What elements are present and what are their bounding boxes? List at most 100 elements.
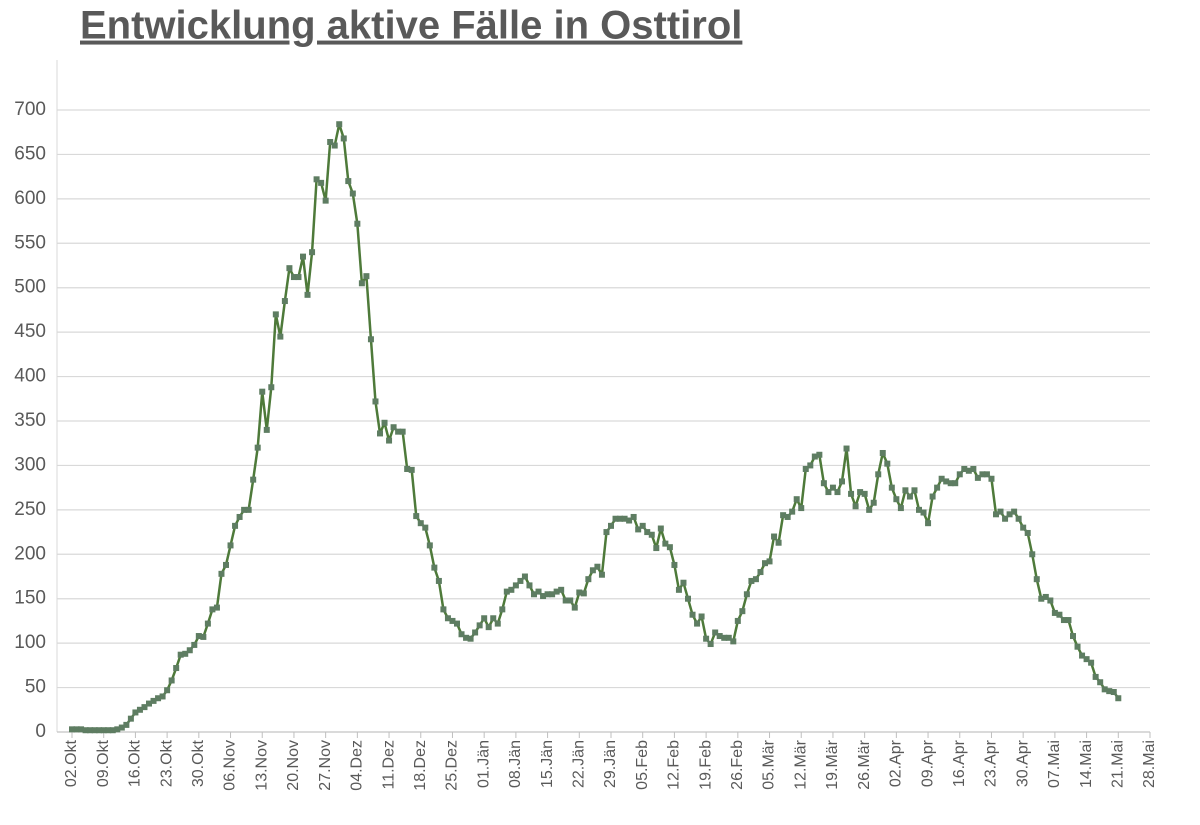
y-tick-label: 100 bbox=[14, 632, 46, 653]
data-point bbox=[748, 577, 755, 584]
data-point bbox=[653, 545, 660, 552]
data-point bbox=[762, 560, 768, 567]
data-point bbox=[485, 624, 492, 631]
data-point bbox=[657, 525, 664, 532]
data-point bbox=[852, 503, 859, 510]
data-point bbox=[313, 176, 320, 183]
data-point bbox=[141, 704, 148, 711]
data-point bbox=[404, 465, 411, 472]
data-point bbox=[127, 715, 134, 722]
data-point bbox=[1042, 593, 1049, 600]
data-point bbox=[435, 577, 442, 584]
data-point bbox=[825, 489, 832, 496]
data-point bbox=[209, 606, 216, 613]
x-tick-label: 01.Jän bbox=[475, 740, 492, 788]
y-tick-label: 250 bbox=[14, 499, 46, 520]
data-point bbox=[1088, 659, 1095, 666]
data-point bbox=[671, 561, 678, 568]
data-point bbox=[771, 533, 778, 540]
x-tick-label: 23.Okt bbox=[158, 739, 175, 787]
x-tick-label: 09.Okt bbox=[95, 739, 112, 787]
x-tick-label: 22.Jän bbox=[571, 740, 588, 788]
data-point bbox=[336, 121, 343, 128]
data-point bbox=[213, 604, 220, 611]
data-point bbox=[897, 505, 904, 512]
data-point bbox=[413, 513, 420, 520]
data-point bbox=[911, 487, 918, 494]
data-point bbox=[689, 611, 696, 618]
data-point bbox=[290, 274, 297, 281]
data-point bbox=[177, 651, 184, 658]
data-point bbox=[254, 444, 261, 451]
data-point bbox=[630, 513, 637, 520]
data-point bbox=[91, 727, 98, 734]
data-point bbox=[164, 687, 171, 694]
x-tick-label: 13.Nov bbox=[253, 740, 270, 791]
data-point bbox=[952, 480, 959, 487]
data-point bbox=[490, 615, 497, 622]
data-point bbox=[1097, 679, 1104, 686]
data-point bbox=[454, 620, 460, 627]
data-point bbox=[807, 462, 814, 469]
data-point bbox=[766, 558, 773, 565]
data-point bbox=[1110, 689, 1117, 696]
data-point bbox=[123, 721, 130, 728]
data-point bbox=[295, 274, 302, 281]
data-point bbox=[517, 577, 524, 584]
y-tick-label: 500 bbox=[14, 277, 46, 298]
data-point bbox=[1092, 673, 1099, 680]
y-tick-label: 0 bbox=[35, 721, 46, 742]
data-point bbox=[1051, 609, 1058, 616]
data-point bbox=[1056, 611, 1063, 618]
x-tick-label: 12.Feb bbox=[666, 740, 683, 790]
data-point bbox=[698, 613, 705, 620]
data-point bbox=[281, 298, 288, 305]
data-point bbox=[707, 641, 714, 648]
data-point bbox=[377, 430, 383, 437]
data-point bbox=[866, 506, 873, 513]
data-point bbox=[132, 709, 139, 716]
data-point bbox=[1079, 652, 1086, 659]
data-point bbox=[472, 629, 479, 636]
y-tick-label: 300 bbox=[14, 454, 46, 475]
x-tick-label: 14.Mai bbox=[1078, 740, 1095, 788]
data-point bbox=[458, 631, 465, 638]
data-point bbox=[136, 706, 143, 713]
data-point bbox=[395, 428, 402, 435]
x-tick-label: 26.Mär bbox=[856, 739, 873, 789]
data-point bbox=[449, 617, 456, 624]
data-point bbox=[1065, 617, 1072, 624]
data-point bbox=[1024, 529, 1031, 536]
data-point bbox=[834, 489, 841, 496]
data-point bbox=[1070, 633, 1076, 640]
data-point bbox=[920, 509, 927, 516]
data-point bbox=[540, 593, 547, 600]
data-point bbox=[1006, 511, 1013, 518]
data-point bbox=[268, 384, 275, 391]
x-tick-label: 21.Mai bbox=[1110, 740, 1127, 788]
data-point bbox=[467, 635, 474, 642]
x-tick-label: 30.Apr bbox=[1014, 739, 1031, 787]
data-point bbox=[938, 475, 945, 482]
x-tick-label: 27.Nov bbox=[317, 740, 334, 791]
x-tick-label: 05.Mär bbox=[761, 739, 778, 789]
data-point bbox=[734, 617, 741, 624]
data-point bbox=[1115, 695, 1122, 702]
data-point bbox=[195, 633, 202, 640]
data-point bbox=[743, 591, 750, 598]
x-tick-label: 15.Jän bbox=[539, 740, 556, 788]
data-point bbox=[979, 471, 986, 478]
data-point bbox=[680, 579, 687, 586]
data-point bbox=[1029, 551, 1036, 558]
data-point bbox=[535, 588, 542, 595]
data-point bbox=[191, 641, 198, 648]
data-point bbox=[974, 474, 981, 481]
data-point bbox=[444, 615, 451, 622]
data-point bbox=[875, 471, 882, 478]
data-point bbox=[789, 508, 796, 515]
data-point bbox=[245, 506, 252, 513]
data-point bbox=[1083, 656, 1090, 663]
data-point bbox=[1020, 524, 1027, 531]
data-point bbox=[96, 727, 103, 734]
